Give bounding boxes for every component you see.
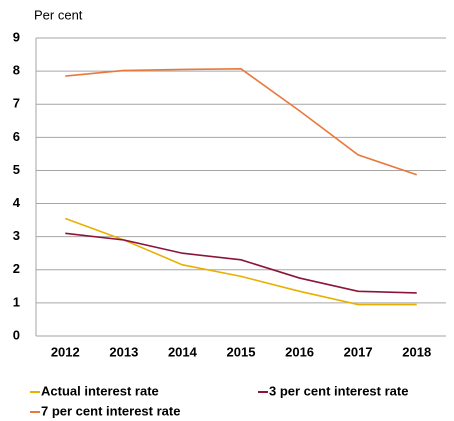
- y-axis-label: Per cent: [34, 7, 83, 22]
- legend-label: 7 per cent interest rate: [41, 403, 180, 418]
- x-tick-label: 2012: [51, 344, 80, 359]
- x-tick-label: 2016: [285, 344, 314, 359]
- series-line: [65, 67, 417, 176]
- x-tick-label: 2014: [168, 344, 198, 359]
- y-tick-label: 3: [13, 228, 20, 243]
- y-tick-label: 4: [13, 195, 21, 210]
- x-tick-label: 2018: [402, 344, 431, 359]
- y-tick-label: 7: [13, 96, 20, 111]
- y-tick-label: 1: [13, 294, 20, 309]
- x-tick-label: 2015: [227, 344, 256, 359]
- legend-label: 3 per cent interest rate: [269, 383, 408, 398]
- y-tick-label: 6: [13, 129, 20, 144]
- series-line: [65, 232, 417, 294]
- legend-label: Actual interest rate: [41, 383, 159, 398]
- x-tick-label: 2013: [109, 344, 138, 359]
- y-tick-label: 5: [13, 162, 20, 177]
- x-tick-label: 2017: [344, 344, 373, 359]
- y-tick-label: 0: [13, 327, 20, 342]
- y-tick-label: 2: [13, 261, 20, 276]
- y-tick-label: 9: [13, 29, 20, 44]
- y-tick-label: 8: [13, 63, 20, 78]
